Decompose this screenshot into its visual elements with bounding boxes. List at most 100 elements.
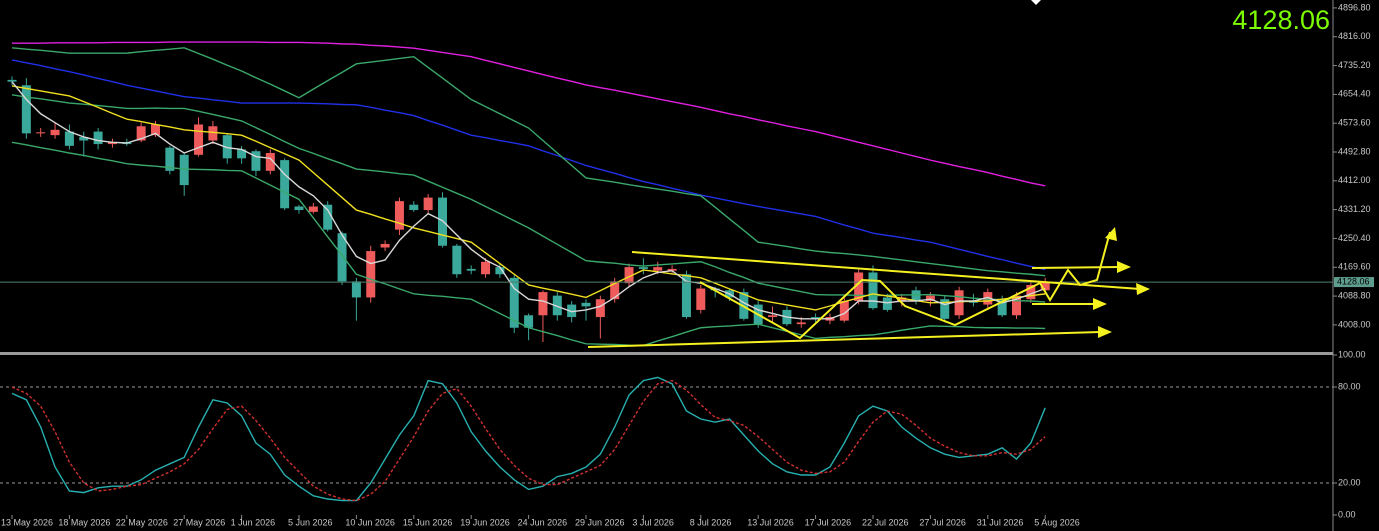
candle-body <box>567 304 577 318</box>
candle-body <box>323 204 333 230</box>
arrow-line <box>1031 266 1121 269</box>
x-tick-label: 31 Jul 2026 <box>977 517 1024 527</box>
candle-body <box>854 272 864 302</box>
candle-body <box>366 251 376 298</box>
candle-body <box>911 290 921 302</box>
candle-body <box>265 152 275 171</box>
x-tick-label: 18 May 2026 <box>58 517 110 527</box>
candle-body <box>610 281 620 300</box>
y-tick-label: 4169.60 <box>1338 262 1371 272</box>
y-tick-label: 4816.00 <box>1338 31 1371 41</box>
indicator-line <box>11 81 1046 320</box>
candle-body <box>811 317 821 319</box>
candle-body <box>394 201 404 230</box>
indicator-line <box>11 59 1046 271</box>
trend-line <box>631 251 1141 290</box>
candle-body <box>466 268 476 271</box>
candle-body <box>954 290 964 316</box>
candle-body <box>1026 284 1036 300</box>
x-tick-label: 8 Jul 2026 <box>690 517 732 527</box>
candle-body <box>452 245 462 275</box>
x-tick-label: 27 Jul 2026 <box>919 517 966 527</box>
zigzag-path <box>699 231 1111 340</box>
x-tick-label: 17 Jul 2026 <box>805 517 852 527</box>
candle-body <box>36 132 46 134</box>
x-tick-label: 19 Jun 2026 <box>460 517 510 527</box>
candle-body <box>208 126 218 141</box>
x-tick-label: 3 Jul 2026 <box>632 517 674 527</box>
x-tick-label: 24 Jun 2026 <box>518 517 568 527</box>
candle-body <box>423 197 433 211</box>
candle-body <box>696 288 706 310</box>
y-tick-label: 4412.00 <box>1338 175 1371 185</box>
candle-body <box>50 129 60 136</box>
candle-body <box>107 142 117 145</box>
x-tick-label: 22 Jul 2026 <box>862 517 909 527</box>
candle-body <box>237 149 247 159</box>
y-tick-label: 4331.20 <box>1338 204 1371 214</box>
candle-body <box>897 297 907 302</box>
y-tick-label: 80.00 <box>1338 381 1361 391</box>
indicator-line <box>11 376 1046 502</box>
candle-body <box>222 135 232 159</box>
candle-body <box>1012 295 1021 316</box>
candle-body <box>667 268 677 271</box>
candle-body <box>882 297 892 310</box>
indicator-line <box>11 94 1046 303</box>
y-tick-label: 4735.20 <box>1338 60 1371 70</box>
candle-body <box>151 124 160 136</box>
candle-body <box>638 267 648 269</box>
arrow-head <box>1093 298 1107 310</box>
trend-line <box>587 331 1101 348</box>
candle-body <box>64 131 74 146</box>
candle-body <box>509 277 519 328</box>
x-tick-label: 22 May 2026 <box>116 517 168 527</box>
candle-body <box>940 299 950 319</box>
marker <box>1031 0 1041 5</box>
candle-body <box>136 126 146 141</box>
candle-body <box>93 131 103 145</box>
arrow-head <box>1098 326 1112 338</box>
y-tick-label: 20.00 <box>1338 477 1361 487</box>
x-tick-label: 13 Jul 2026 <box>747 517 794 527</box>
x-tick-label: 10 Jun 2026 <box>345 517 395 527</box>
candle-body <box>409 204 419 211</box>
candle-body <box>581 302 591 307</box>
candle-body <box>308 206 318 212</box>
candle-body <box>983 292 993 305</box>
indicator-line <box>11 85 1046 311</box>
candle-body <box>351 281 361 298</box>
y-tick-label: 4088.80 <box>1338 290 1371 300</box>
candle-body <box>524 315 534 328</box>
price-label-box <box>1334 277 1374 288</box>
candle-body <box>538 292 548 316</box>
candle-body <box>839 301 849 321</box>
candle-body <box>7 79 17 82</box>
candle-body <box>251 151 261 171</box>
arrow-head <box>1136 283 1150 295</box>
x-tick-label: 29 Jun 2026 <box>575 517 625 527</box>
y-tick-label: 4492.80 <box>1338 146 1371 156</box>
candle-body <box>495 267 505 275</box>
arrow-head <box>1117 261 1131 273</box>
candle-body <box>337 233 347 282</box>
candle-body <box>868 272 878 309</box>
indicator-line <box>11 379 1046 502</box>
y-tick-label: 100.00 <box>1338 349 1366 359</box>
candle-body <box>79 136 89 141</box>
x-tick-label: 15 Jun 2026 <box>403 517 453 527</box>
candle-body <box>280 160 290 209</box>
y-tick-label: 4573.60 <box>1338 118 1371 128</box>
last-price: 4128.06 <box>1232 5 1330 35</box>
candle-body <box>768 315 778 318</box>
x-tick-label: 13 May 2026 <box>1 517 53 527</box>
x-tick-label: 5 Jun 2026 <box>288 517 333 527</box>
candle-body <box>194 124 204 155</box>
x-tick-label: 27 May 2026 <box>173 517 225 527</box>
indicator-line <box>11 47 1046 277</box>
trend-drawing <box>587 231 1141 348</box>
candle-body <box>165 147 175 171</box>
x-tick-label: 1 Jun 2026 <box>231 517 276 527</box>
candle-body <box>624 267 634 284</box>
